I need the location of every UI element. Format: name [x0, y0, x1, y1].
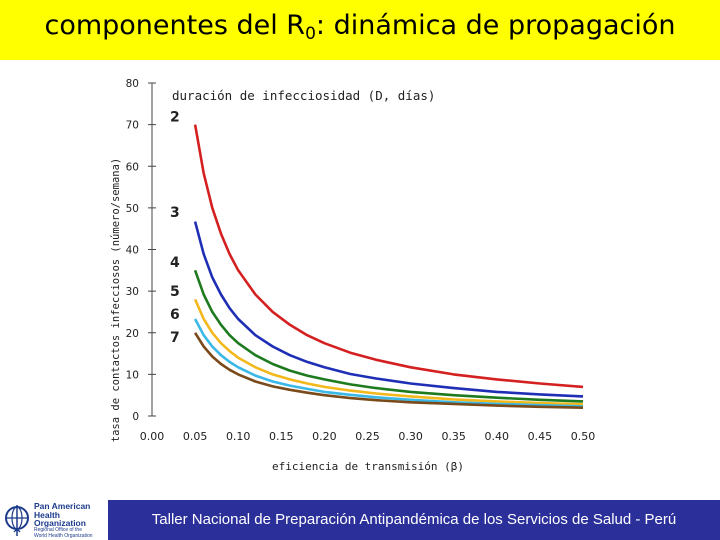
- logo-line-2: Health: [34, 509, 60, 520]
- x-tick-label: 0.35: [441, 430, 466, 443]
- title-subscript: 0: [305, 24, 316, 44]
- series-label-7: 7: [170, 330, 180, 346]
- y-tick-label: 40: [126, 245, 139, 257]
- logo-name: Pan American Health Organization: [34, 502, 104, 528]
- globe-emblem-icon: [5, 505, 29, 536]
- series-line-4: [193, 269, 584, 403]
- x-tick-label: 0.10: [226, 430, 251, 443]
- series-line-7: [193, 332, 584, 409]
- x-tick-label: 0.50: [571, 430, 596, 443]
- title-rest: : dinámica de propagación: [315, 10, 676, 41]
- series-label-4: 4: [170, 255, 180, 271]
- y-axis: 0 10 20 30 40 50 60 70 80: [126, 78, 156, 423]
- y-tick-label: 10: [126, 369, 139, 381]
- y-axis-label: tasa de contactos infecciosos (número/se…: [110, 158, 122, 442]
- y-tick-label: 0: [132, 411, 139, 423]
- y-tick-label: 50: [126, 203, 139, 215]
- series-line-2: [193, 124, 584, 389]
- logo-line-3: Organization: [34, 518, 86, 528]
- x-axis: 0.00 0.05 0.10 0.15 0.20 0.25 0.30 0.35 0.40 0.45…: [140, 430, 596, 443]
- series-labels: 2 3 4 5 6 7: [170, 109, 180, 346]
- x-tick-label: 0.05: [183, 430, 208, 443]
- y-tick-label: 20: [126, 328, 139, 340]
- y-tick-label: 80: [126, 78, 139, 90]
- logo-sub-line-1: Regional Office of the: [34, 527, 82, 533]
- footer-band: Taller Nacional de Preparación Antipandé…: [108, 500, 720, 540]
- series-line-5: [193, 298, 584, 406]
- y-tick-label: 60: [126, 161, 139, 173]
- series-label-6: 6: [170, 307, 180, 323]
- y-tick-label: 30: [126, 286, 139, 298]
- series-label-2: 2: [170, 109, 180, 125]
- x-tick-label: 0.30: [398, 430, 423, 443]
- series-label-5: 5: [170, 284, 180, 300]
- x-tick-label: 0.20: [312, 430, 337, 443]
- series-line-3: [193, 221, 584, 398]
- y-tick-label: 70: [126, 120, 139, 132]
- x-tick-label: 0.45: [528, 430, 553, 443]
- paho-logo: Pan American Health Organization Regiona…: [0, 500, 108, 540]
- legend-title: duración de infecciosidad (D, días): [172, 88, 435, 103]
- title-bar: componentes del R0: dinámica de propagac…: [0, 0, 720, 60]
- x-tick-label: 0.15: [269, 430, 294, 443]
- footer-text: Taller Nacional de Preparación Antipandé…: [151, 511, 677, 528]
- logo-sub-line-2: World Health Organization: [34, 532, 93, 539]
- footer: Pan American Health Organization Regiona…: [0, 500, 720, 540]
- series-line-6: [193, 318, 584, 408]
- page-title: componentes del R0: dinámica de propagac…: [0, 10, 720, 44]
- x-tick-label: 0.25: [355, 430, 380, 443]
- series-label-3: 3: [170, 205, 180, 221]
- x-tick-label: 0.40: [485, 430, 510, 443]
- x-tick-label: 0.00: [140, 430, 165, 443]
- series-lines: [193, 124, 584, 409]
- logo-line-1: Pan American: [34, 501, 91, 511]
- title-main: componentes del R: [44, 10, 306, 41]
- logo-subtitle: Regional Office of the World Health Orga…: [34, 527, 106, 539]
- x-axis-label: eficiencia de transmisión (β): [272, 460, 464, 473]
